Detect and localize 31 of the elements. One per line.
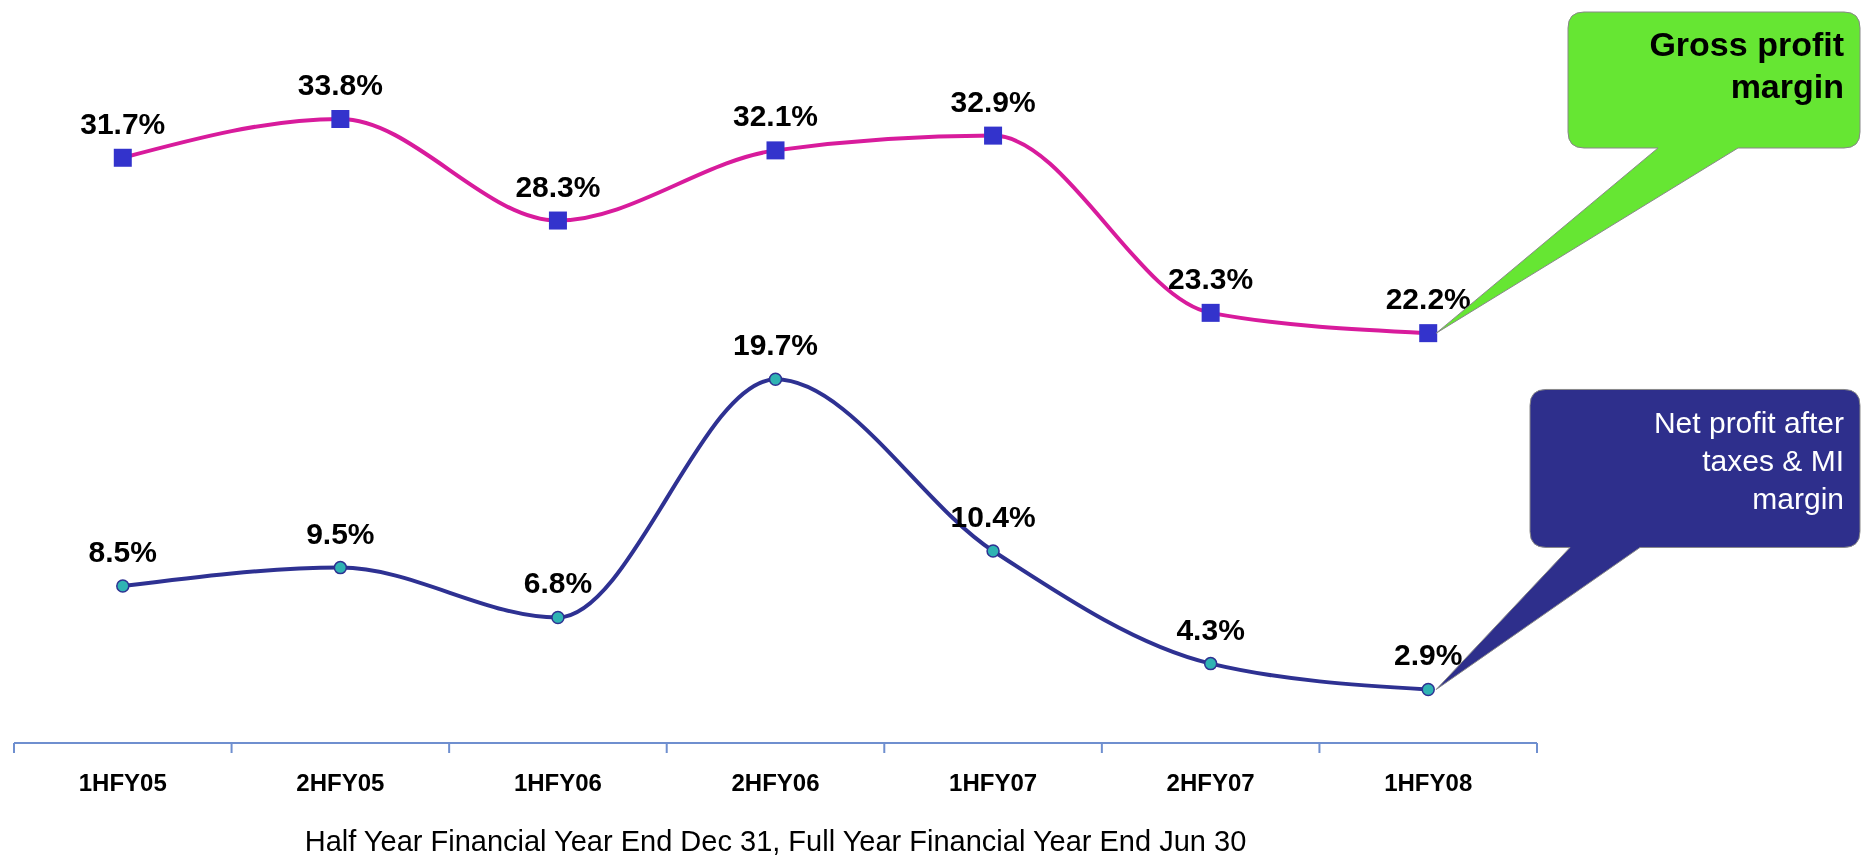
point bbox=[551, 610, 565, 625]
x-tick-label: 1HFY05 bbox=[78, 769, 167, 796]
x-tick-label: 2HFY06 bbox=[731, 769, 820, 796]
x-tick-label: 2HFY05 bbox=[296, 769, 385, 796]
data-label: 4.3% bbox=[1176, 612, 1245, 646]
data-label: 23.3% bbox=[1168, 261, 1254, 295]
data-label: 32.9% bbox=[950, 84, 1036, 118]
point bbox=[1421, 682, 1435, 697]
point bbox=[986, 544, 1000, 558]
x-tick-label: 2HFY07 bbox=[1166, 769, 1255, 796]
data-label: 28.3% bbox=[515, 169, 601, 203]
data-label: 10.4% bbox=[950, 500, 1036, 533]
data-label: 9.5% bbox=[306, 516, 375, 550]
point bbox=[333, 560, 348, 575]
x-tick-label: 1HFY08 bbox=[1384, 769, 1473, 796]
data-label: 2.9% bbox=[1394, 638, 1463, 672]
point bbox=[116, 579, 130, 593]
data-label: 6.8% bbox=[523, 566, 593, 600]
text: Net profit after taxes & MI margin bbox=[1653, 406, 1845, 516]
point bbox=[1203, 656, 1218, 671]
data-label: 33.8% bbox=[297, 68, 383, 101]
data-label: 32.1% bbox=[732, 99, 819, 133]
data-label: 31.7% bbox=[80, 106, 166, 140]
data-label: 22.2% bbox=[1385, 282, 1471, 316]
x-axis-title: Half Year Financial Year End Dec 31, Full Year Financial Year End Jun 30 bbox=[304, 825, 1247, 857]
data-label: 8.5% bbox=[88, 535, 157, 569]
x-tick-label: 1HFY07 bbox=[949, 769, 1038, 796]
point bbox=[768, 372, 783, 387]
text: Gross profit margin bbox=[1649, 25, 1844, 105]
x-tick-label: 1HFY06 bbox=[513, 769, 602, 796]
data-label: 19.7% bbox=[732, 328, 819, 362]
